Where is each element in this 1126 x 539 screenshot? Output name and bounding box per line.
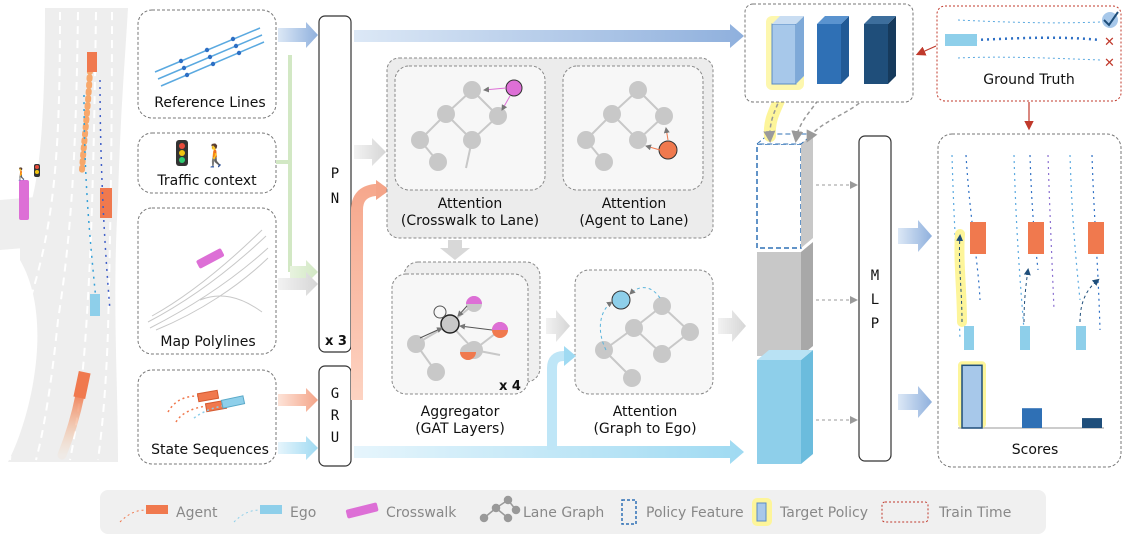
arrow-aggregator-to-graph-ego (546, 310, 570, 342)
map-polylines-icon (147, 229, 269, 331)
legend-ego-label: Ego (290, 505, 316, 521)
crosswalk-node (505, 79, 523, 97)
scene-ego (90, 294, 100, 316)
output-box: Scores (937, 133, 1122, 468)
legend-train-time-icon (881, 501, 929, 523)
traffic-context-label: Traffic context (156, 173, 257, 189)
legend-policy-feature-label: Policy Feature (646, 505, 744, 521)
map-polylines-label: Map Polylines (160, 334, 255, 350)
lane-graph-icon (411, 81, 507, 171)
aggregator-block: x 4 Aggregator (GAT Layers) (391, 261, 541, 437)
ground-truth-box: ✕ ✕ Ground Truth (936, 5, 1122, 102)
agent-node (658, 140, 678, 160)
legend-lane-graph-icon (479, 495, 521, 523)
legend-ego-icon (260, 505, 282, 514)
mlp-letter-l: L (871, 292, 879, 308)
pn-letter-p: P (331, 166, 339, 182)
legend-crosswalk-icon (345, 502, 379, 519)
graph-to-ego-subtitle: (Graph to Ego) (593, 421, 696, 437)
scores-label: Scores (1012, 442, 1059, 458)
legend: Agent Ego Crosswalk Lane Graph Policy Fe… (100, 490, 1046, 534)
pedestrian-crossing-icon: 🚶 (202, 143, 229, 169)
reference-lines-icon (154, 27, 265, 87)
traffic-context-box: 🚶 Traffic context (137, 132, 277, 194)
reference-lines-label: Reference Lines (154, 95, 265, 111)
aggregator-repeat-label: x 4 (499, 379, 521, 394)
mlp-block: M L P (858, 135, 892, 462)
arrow-states-to-gru-ego (278, 436, 318, 460)
arrow-mlp-to-scores (898, 386, 932, 418)
legend-policy-feature-icon (621, 499, 637, 525)
legend-crosswalk-label: Crosswalk (386, 505, 457, 521)
attention-agent-title: Attention (602, 196, 667, 212)
aggregator-title: Aggregator (421, 404, 500, 420)
scene-agent (73, 371, 91, 399)
aggregator-subtitle: (GAT Layers) (415, 421, 505, 437)
focus-node (440, 314, 460, 334)
pn-encoder: P N x 3 (318, 15, 352, 353)
check-icon (1103, 11, 1119, 27)
pedestrian-icon: 🚶 (14, 167, 29, 181)
policy-feature-stack (755, 133, 815, 464)
arrow-gt-to-policies (915, 45, 937, 56)
scene-agent (87, 52, 97, 72)
score-bar (961, 364, 983, 429)
traffic-light-icon (176, 140, 188, 166)
mlp-letter-m: M (871, 268, 879, 284)
arrow-reference-to-pn (278, 22, 318, 48)
score-bar (1022, 408, 1042, 428)
graph-to-ego-title: Attention (613, 404, 678, 420)
arrow-pn-to-attention (354, 138, 386, 166)
lane-graph-icon (577, 81, 673, 171)
graph-to-ego-block: Attention (Graph to Ego) (574, 269, 714, 437)
policies-box (744, 3, 914, 103)
score-bars (958, 361, 1102, 429)
gru-letter-u: U (331, 430, 339, 446)
legend-train-time-label: Train Time (938, 505, 1011, 521)
score-bar (1082, 418, 1102, 428)
mlp-letter-p: P (871, 316, 879, 332)
state-sequences-label: State Sequences (151, 442, 269, 458)
arrow-ego-to-graph-attention (547, 351, 566, 450)
cross-icon: ✕ (1104, 35, 1115, 50)
map-polylines-box: Map Polylines (137, 207, 277, 355)
ground-truth-label: Ground Truth (983, 72, 1074, 88)
arrow-gru-to-attention (351, 184, 378, 400)
scene-crosswalk (19, 180, 29, 220)
gru-letter-g: G (331, 386, 339, 402)
map-crosswalk (196, 248, 225, 269)
legend-agent-label: Agent (176, 505, 218, 521)
arrow-graph-ego-to-features (718, 310, 746, 342)
scene-agent (100, 188, 112, 218)
arrow-attention-to-aggregator (440, 240, 470, 260)
arrow-gru-to-ego-feature (354, 440, 744, 464)
ego-icon (945, 34, 977, 46)
arrow-mlp-to-trajectories (898, 220, 932, 252)
ego-icon (220, 395, 246, 409)
legend-target-policy-icon (756, 502, 767, 522)
legend-agent-icon (146, 505, 168, 514)
attention-agent-subtitle: (Agent to Lane) (579, 213, 688, 229)
gru-encoder: G R U (318, 365, 352, 467)
arrow-map-to-pn (278, 272, 318, 296)
pn-letter-n: N (331, 191, 339, 207)
brace-connector (276, 55, 306, 274)
pn-repeat-label: x 3 (325, 334, 347, 349)
road-scene-image: 🚶 (0, 8, 128, 462)
legend-lane-graph-label: Lane Graph (523, 505, 604, 521)
gru-letter-r: R (331, 408, 340, 424)
attention-crosswalk-subtitle: (Crosswalk to Lane) (401, 213, 539, 229)
legend-target-policy-label: Target Policy (779, 505, 868, 521)
reference-lines-box: Reference Lines (137, 9, 277, 119)
ego-node (611, 290, 631, 310)
arrow-states-to-gru (278, 388, 318, 412)
state-sequences-box: State Sequences (137, 369, 277, 465)
agent-icon (196, 389, 220, 403)
arrow-pn-to-policy (354, 24, 744, 48)
cross-icon: ✕ (1104, 56, 1115, 71)
attention-group: Attention (Crosswalk to Lane) Attention … (386, 57, 714, 239)
attention-crosswalk-title: Attention (438, 196, 503, 212)
